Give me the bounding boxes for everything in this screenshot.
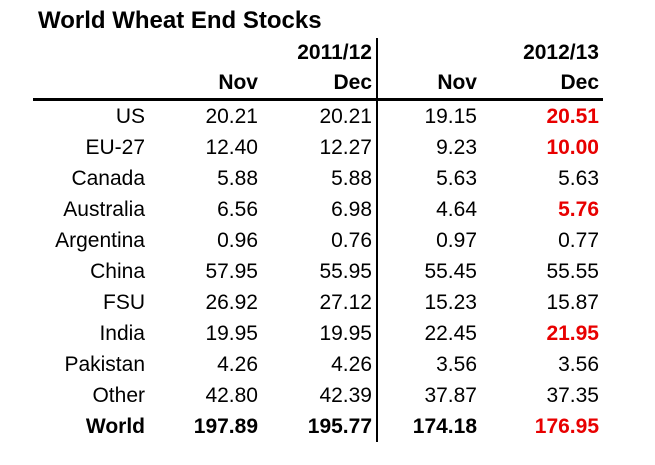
value-cell: 0.96	[217, 228, 258, 252]
table-row: Other 42.80 42.39 37.87 37.35	[33, 380, 603, 411]
value-cell: 19.95	[205, 321, 258, 345]
column-header-nov-2012-13: Nov	[377, 68, 481, 101]
value-cell: 55.95	[262, 256, 378, 287]
value-cell: 6.98	[262, 194, 378, 225]
table-row: Argentina 0.96 0.76 0.97 0.77	[33, 225, 603, 256]
month-header-row: Nov Dec Nov Dec	[33, 68, 603, 101]
row-label: Pakistan	[64, 352, 145, 376]
table-row: Pakistan 4.26 4.26 3.56 3.56	[33, 349, 603, 380]
value-cell: 12.27	[262, 132, 378, 163]
value-cell: 27.12	[262, 287, 378, 318]
value-cell: 55.45	[424, 259, 477, 283]
value-cell: 26.92	[205, 290, 258, 314]
row-label: FSU	[103, 290, 145, 314]
row-label: Canada	[71, 166, 145, 190]
table-row: FSU 26.92 27.12 15.23 15.87	[33, 287, 603, 318]
value-cell: 5.63	[436, 166, 477, 190]
value-cell: 3.56	[436, 352, 477, 376]
column-header-dec-2011-12: Dec	[262, 68, 378, 101]
value-cell: 3.56	[558, 352, 599, 376]
value-cell: 174.18	[412, 414, 477, 438]
value-cell: 5.88	[217, 166, 258, 190]
table-row: Australia 6.56 6.98 4.64 5.76	[33, 194, 603, 225]
year-header-2012-13: 2012/13	[523, 41, 599, 64]
corner-cell	[33, 68, 149, 101]
value-cell: 4.26	[217, 352, 258, 376]
value-cell: 5.88	[262, 163, 378, 194]
value-cell: 20.51	[546, 104, 599, 128]
value-cell: 5.63	[558, 166, 599, 190]
value-cell: 20.21	[262, 99, 378, 132]
value-cell: 0.97	[436, 228, 477, 252]
value-cell: 22.45	[424, 321, 477, 345]
row-label: China	[90, 259, 145, 283]
value-cell: 197.89	[193, 414, 258, 438]
table-body: US 20.21 20.21 19.15 20.51 EU-27 12.40 12.27 9.2…	[33, 99, 603, 442]
value-cell: 19.95	[262, 318, 378, 349]
column-header-nov-2011-12: Nov	[149, 68, 262, 101]
table-row: World 197.89 195.77 174.18 176.95	[33, 411, 603, 442]
value-cell: 4.26	[262, 349, 378, 380]
table-row: EU-27 12.40 12.27 9.23 10.00	[33, 132, 603, 163]
table-row: China 57.95 55.95 55.45 55.55	[33, 256, 603, 287]
value-cell: 5.76	[558, 197, 599, 221]
value-cell: 12.40	[205, 135, 258, 159]
row-label: Argentina	[55, 228, 145, 252]
value-cell: 4.64	[436, 197, 477, 221]
value-cell: 10.00	[546, 135, 599, 159]
value-cell: 55.55	[546, 259, 599, 283]
value-cell: 21.95	[546, 321, 599, 345]
value-cell: 37.87	[424, 383, 477, 407]
row-label: EU-27	[85, 135, 145, 159]
value-cell: 20.21	[205, 104, 258, 128]
value-cell: 19.15	[424, 104, 477, 128]
table-row: US 20.21 20.21 19.15 20.51	[33, 99, 603, 132]
column-header-dec-2012-13: Dec	[481, 68, 603, 101]
value-cell: 0.76	[262, 225, 378, 256]
value-cell: 42.39	[262, 380, 378, 411]
value-cell: 0.77	[558, 228, 599, 252]
year-header-2011-12: 2011/12	[149, 38, 378, 68]
row-label: Other	[92, 383, 145, 407]
value-cell: 6.56	[217, 197, 258, 221]
value-cell: 15.87	[546, 290, 599, 314]
row-label: Australia	[63, 197, 145, 221]
row-label: World	[85, 414, 145, 438]
table-row: Canada 5.88 5.88 5.63 5.63	[33, 163, 603, 194]
value-cell: 37.35	[546, 383, 599, 407]
wheat-stocks-table: 2011/12 2012/13 Nov Dec Nov Dec US 20.21 2…	[33, 38, 603, 442]
table-title: World Wheat End Stocks	[38, 7, 322, 34]
value-cell: 15.23	[424, 290, 477, 314]
value-cell: 176.95	[534, 414, 599, 438]
row-label: US	[115, 104, 145, 128]
table-row: India 19.95 19.95 22.45 21.95	[33, 318, 603, 349]
value-cell: 9.23	[436, 135, 477, 159]
value-cell: 42.80	[205, 383, 258, 407]
value-cell: 57.95	[205, 259, 258, 283]
year-header-row: 2011/12 2012/13	[33, 38, 603, 68]
row-label: India	[99, 321, 145, 345]
value-cell: 195.77	[262, 411, 378, 442]
corner-cell	[33, 38, 149, 68]
